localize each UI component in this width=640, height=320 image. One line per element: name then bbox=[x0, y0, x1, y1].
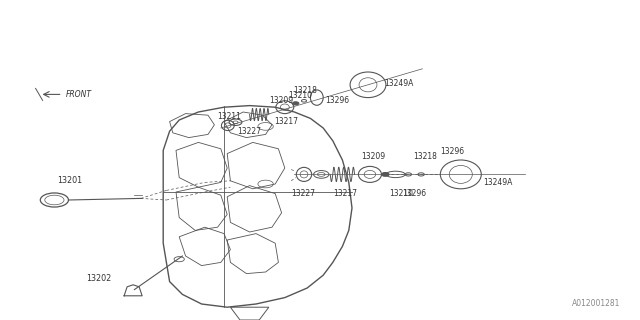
Text: 13202: 13202 bbox=[86, 274, 111, 283]
Text: 13201: 13201 bbox=[58, 176, 83, 185]
Text: 13209: 13209 bbox=[362, 152, 386, 161]
Text: 13249A: 13249A bbox=[483, 178, 513, 187]
Text: FRONT: FRONT bbox=[65, 90, 92, 99]
Text: 13210: 13210 bbox=[288, 91, 312, 100]
Text: 13217: 13217 bbox=[333, 189, 357, 198]
Ellipse shape bbox=[292, 102, 299, 105]
Ellipse shape bbox=[381, 172, 389, 176]
Text: 13227: 13227 bbox=[291, 189, 315, 198]
Text: 13211: 13211 bbox=[218, 112, 241, 121]
Text: 13296: 13296 bbox=[325, 96, 349, 105]
Text: 13218: 13218 bbox=[413, 152, 436, 161]
Text: 13249A: 13249A bbox=[384, 79, 413, 88]
Text: 13296: 13296 bbox=[440, 148, 465, 156]
Text: 13296: 13296 bbox=[402, 189, 426, 198]
Text: 13209: 13209 bbox=[269, 96, 293, 105]
Text: 13210: 13210 bbox=[389, 189, 413, 198]
Text: 13217: 13217 bbox=[274, 117, 298, 126]
Text: 13218: 13218 bbox=[293, 86, 317, 95]
Text: A012001281: A012001281 bbox=[572, 299, 620, 308]
Text: 13227: 13227 bbox=[237, 127, 261, 136]
